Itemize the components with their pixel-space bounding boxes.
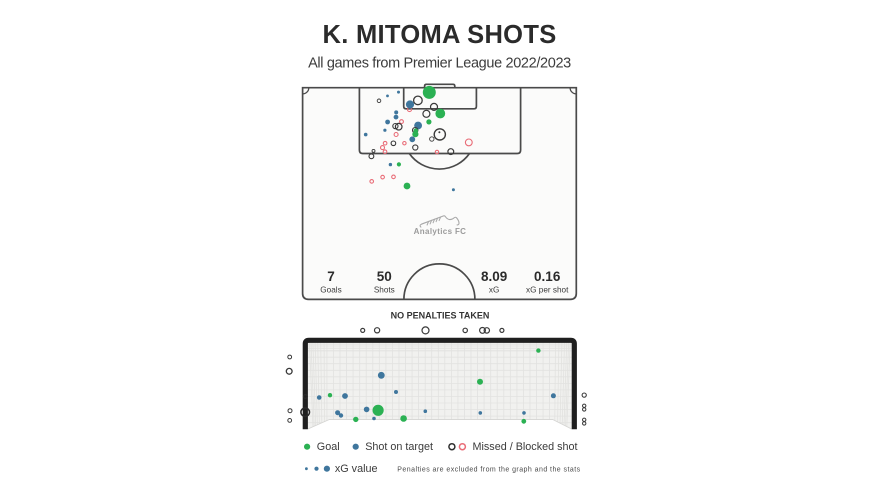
svg-text:xG per shot: xG per shot <box>526 286 569 295</box>
svg-text:0.16: 0.16 <box>534 269 561 284</box>
svg-text:8.09: 8.09 <box>481 269 507 284</box>
svg-text:K. MITOMA SHOTS: K. MITOMA SHOTS <box>323 21 557 49</box>
svg-text:7: 7 <box>327 269 335 284</box>
svg-text:All games from Premier League: All games from Premier League 2022/2023 <box>308 55 571 71</box>
svg-text:Goal: Goal <box>317 441 340 453</box>
svg-text:NO PENALTIES TAKEN: NO PENALTIES TAKEN <box>391 310 490 320</box>
svg-text:xG value: xG value <box>335 463 378 475</box>
svg-text:Goals: Goals <box>320 286 341 295</box>
svg-text:Analytics FC: Analytics FC <box>414 227 467 236</box>
svg-text:50: 50 <box>377 269 392 284</box>
svg-text:Shots: Shots <box>374 286 395 295</box>
svg-text:Shot on target: Shot on target <box>365 441 433 453</box>
svg-text:Penalties are excluded from th: Penalties are excluded from the graph an… <box>397 467 580 474</box>
svg-text:Missed / Blocked shot: Missed / Blocked shot <box>473 441 578 453</box>
svg-text:xG: xG <box>489 286 499 295</box>
